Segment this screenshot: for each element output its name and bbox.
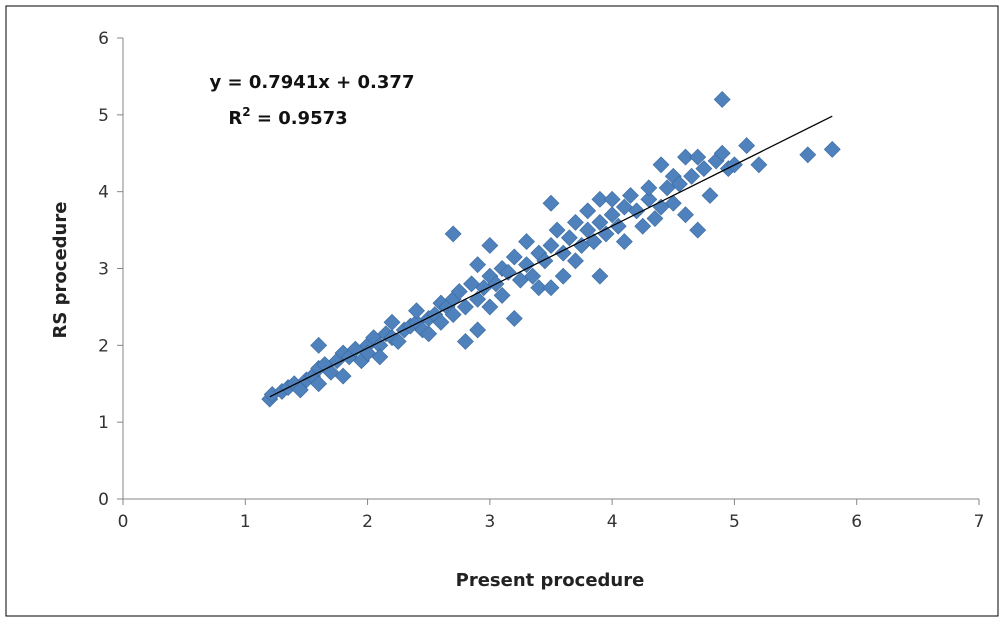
data-point — [481, 237, 499, 254]
x-tick-label: 7 — [974, 512, 985, 532]
data-point — [554, 267, 572, 285]
data-point — [799, 146, 817, 164]
x-tick-label: 2 — [362, 512, 373, 532]
data-point — [524, 267, 542, 285]
data-point — [677, 148, 694, 166]
data-point — [683, 167, 701, 185]
data-point — [750, 156, 768, 174]
data-point — [469, 321, 487, 339]
data-point — [695, 160, 713, 178]
r-squared-exponent: 2 — [242, 105, 250, 119]
chart-border — [5, 5, 999, 617]
x-tick-label: 6 — [851, 512, 862, 532]
data-point — [554, 244, 572, 262]
data-point — [823, 140, 841, 158]
x-tick-label: 1 — [240, 512, 251, 532]
axes: 0 1 2 3 4 5 6 0 1 2 3 4 5 6 7 — [98, 29, 984, 532]
y-tick-label: 3 — [98, 260, 109, 280]
data-point — [456, 298, 474, 316]
data-point — [567, 252, 584, 270]
data-point — [615, 233, 633, 251]
x-tick-label: 5 — [729, 512, 740, 532]
r-squared-value: = 0.9573 — [251, 108, 348, 129]
data-point — [420, 325, 438, 343]
data-point — [652, 156, 670, 174]
x-tick-label: 3 — [484, 512, 495, 532]
data-point — [628, 202, 646, 220]
data-point — [591, 190, 609, 208]
data-point — [389, 333, 407, 350]
y-axis-title: RS procedure — [50, 202, 71, 339]
data-point — [622, 187, 639, 204]
data-point — [713, 144, 731, 162]
data-point — [505, 310, 523, 327]
data-point — [548, 221, 566, 239]
data-point — [542, 194, 560, 212]
y-tick-label: 6 — [98, 29, 109, 49]
data-point — [334, 367, 352, 385]
data-point — [640, 179, 658, 197]
data-point — [701, 187, 719, 204]
data-point — [371, 348, 389, 366]
data-point — [713, 91, 731, 108]
data-point — [689, 221, 707, 239]
data-point — [310, 336, 328, 354]
data-point — [518, 256, 535, 274]
data-point — [579, 202, 597, 220]
data-point — [383, 313, 401, 331]
data-point — [603, 206, 621, 224]
y-tick-label: 5 — [98, 106, 109, 126]
data-point — [310, 375, 328, 393]
data-point — [444, 306, 462, 324]
data-point — [450, 283, 468, 300]
data-point — [444, 225, 462, 243]
y-tick-label: 1 — [98, 413, 109, 433]
data-point — [567, 213, 584, 231]
data-point — [634, 217, 652, 235]
trendline — [269, 115, 833, 398]
data-point — [505, 248, 523, 266]
data-point — [542, 279, 560, 297]
x-tick-label: 4 — [607, 512, 618, 532]
y-tick-label: 0 — [98, 490, 109, 510]
x-axis-title: Present procedure — [456, 570, 645, 591]
data-point — [646, 210, 664, 227]
data-point — [469, 256, 487, 274]
data-point — [560, 229, 578, 247]
data-point — [677, 206, 694, 224]
data-point — [738, 137, 756, 154]
data-point — [609, 217, 627, 235]
trendline-equation: y = 0.7941x + 0.377 — [210, 72, 415, 93]
r-squared-prefix: R — [228, 108, 242, 129]
data-point — [456, 333, 474, 350]
data-point — [603, 190, 621, 208]
data-point — [689, 148, 707, 166]
data-point — [408, 302, 425, 320]
data-point — [481, 298, 499, 316]
data-point — [530, 279, 548, 297]
data-point — [542, 237, 560, 254]
data-point — [518, 233, 535, 251]
data-point — [591, 213, 609, 231]
x-tick-label: 0 — [118, 512, 129, 532]
data-point — [493, 286, 511, 304]
data-point — [591, 267, 609, 285]
r-squared-label: R2 = 0.9573 — [228, 105, 347, 129]
y-tick-label: 2 — [98, 336, 109, 356]
data-point — [664, 194, 682, 212]
y-tick-label: 4 — [98, 183, 109, 203]
data-point — [432, 313, 450, 331]
trendline-layer — [269, 115, 833, 398]
